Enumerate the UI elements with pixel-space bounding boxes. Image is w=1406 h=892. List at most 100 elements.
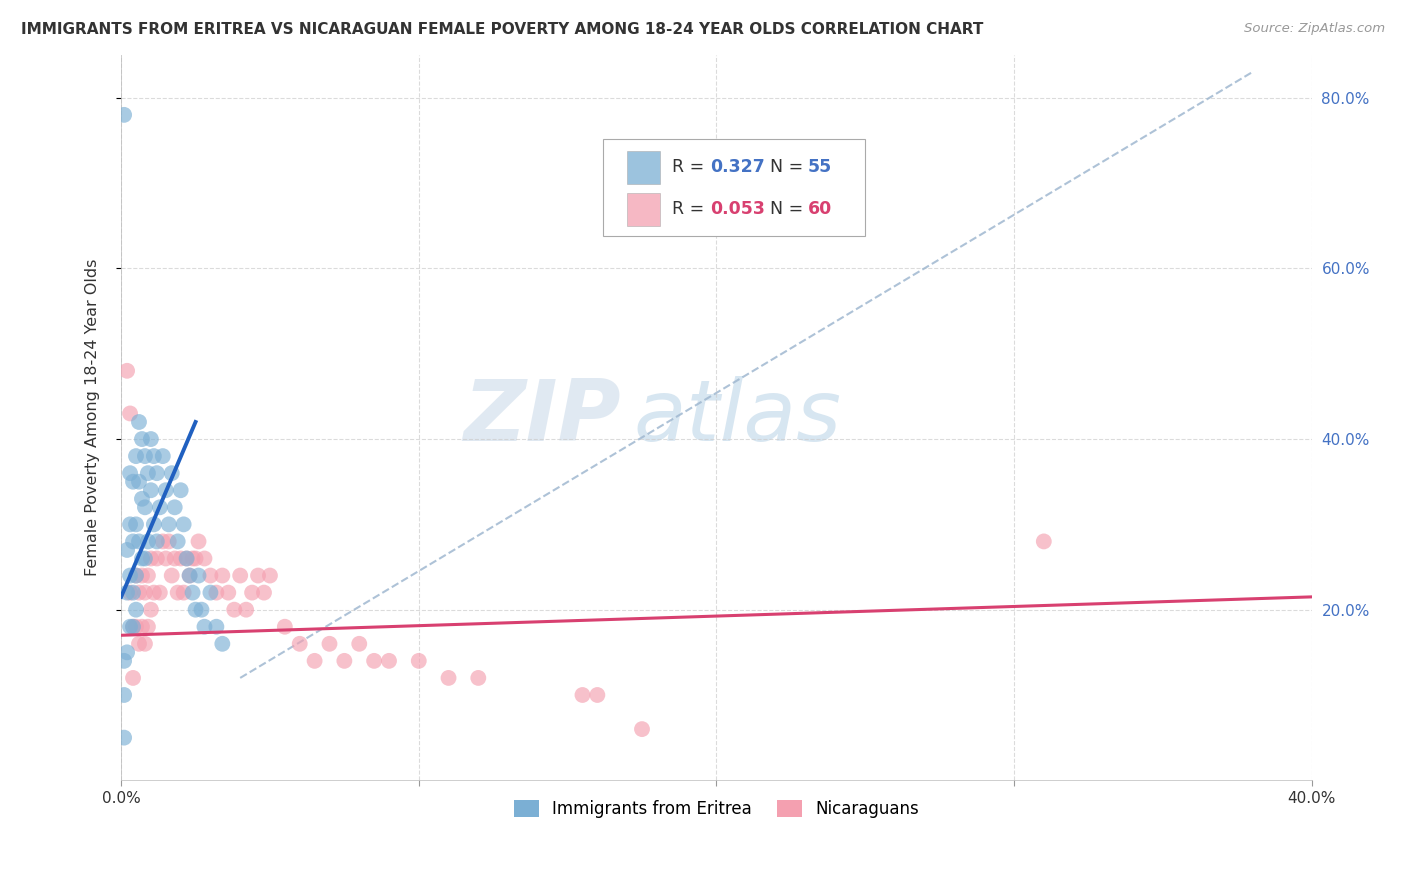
Point	[112, 108, 135, 122]
Point	[146, 466, 169, 480]
Text: 55: 55	[808, 158, 832, 177]
Point	[125, 620, 148, 634]
Point	[136, 568, 159, 582]
Point	[115, 543, 138, 558]
Point	[122, 671, 145, 685]
Point	[173, 517, 195, 532]
Point	[134, 500, 156, 515]
Point	[205, 585, 228, 599]
Point	[128, 475, 150, 489]
Point	[139, 551, 162, 566]
Point	[155, 551, 177, 566]
Point	[112, 688, 135, 702]
Point	[128, 585, 150, 599]
Point	[128, 415, 150, 429]
Point	[163, 500, 186, 515]
Point	[120, 585, 142, 599]
Point	[467, 671, 489, 685]
Point	[142, 449, 165, 463]
Point	[136, 534, 159, 549]
Point	[193, 551, 215, 566]
Point	[259, 568, 281, 582]
Point	[120, 517, 142, 532]
Point	[179, 568, 201, 582]
Text: 0.327: 0.327	[710, 158, 765, 177]
Text: atlas: atlas	[633, 376, 841, 459]
Text: R =: R =	[672, 158, 710, 177]
Point	[142, 585, 165, 599]
Point	[1032, 534, 1054, 549]
Legend: Immigrants from Eritrea, Nicaraguans: Immigrants from Eritrea, Nicaraguans	[506, 791, 928, 826]
Point	[134, 637, 156, 651]
Point	[139, 483, 162, 498]
Point	[125, 602, 148, 616]
Point	[247, 568, 270, 582]
Point	[139, 602, 162, 616]
Point	[131, 491, 153, 506]
Point	[152, 449, 174, 463]
Point	[142, 517, 165, 532]
Point	[288, 637, 311, 651]
Point	[136, 620, 159, 634]
Point	[131, 620, 153, 634]
Text: 60: 60	[808, 200, 832, 218]
Point	[169, 551, 191, 566]
Point	[134, 585, 156, 599]
Point	[378, 654, 401, 668]
Point	[115, 585, 138, 599]
Point	[176, 551, 198, 566]
Text: Source: ZipAtlas.com: Source: ZipAtlas.com	[1244, 22, 1385, 36]
Point	[187, 568, 209, 582]
Point	[160, 568, 183, 582]
Text: R =: R =	[672, 200, 710, 218]
Point	[149, 500, 172, 515]
Point	[134, 551, 156, 566]
Point	[586, 688, 609, 702]
Point	[163, 551, 186, 566]
Point	[318, 637, 340, 651]
Point	[224, 602, 246, 616]
Point	[157, 517, 180, 532]
Point	[363, 654, 385, 668]
Point	[134, 449, 156, 463]
Point	[112, 731, 135, 745]
Point	[146, 551, 169, 566]
Point	[155, 483, 177, 498]
Point	[229, 568, 252, 582]
Point	[166, 585, 188, 599]
Point	[176, 551, 198, 566]
Text: 0.053: 0.053	[710, 200, 765, 218]
Text: N =: N =	[770, 158, 808, 177]
Point	[408, 654, 430, 668]
Point	[122, 620, 145, 634]
Point	[139, 432, 162, 446]
Point	[160, 466, 183, 480]
Point	[253, 585, 276, 599]
Y-axis label: Female Poverty Among 18-24 Year Olds: Female Poverty Among 18-24 Year Olds	[86, 259, 100, 576]
FancyBboxPatch shape	[627, 193, 661, 226]
Point	[131, 551, 153, 566]
Point	[157, 534, 180, 549]
Point	[181, 585, 204, 599]
Point	[166, 534, 188, 549]
Point	[149, 585, 172, 599]
Point	[333, 654, 356, 668]
Point	[131, 432, 153, 446]
Point	[193, 620, 215, 634]
Point	[120, 407, 142, 421]
Point	[125, 517, 148, 532]
Point	[125, 568, 148, 582]
Point	[200, 585, 222, 599]
Point	[211, 637, 233, 651]
Point	[128, 637, 150, 651]
Point	[122, 620, 145, 634]
Point	[122, 475, 145, 489]
Point	[120, 466, 142, 480]
Point	[304, 654, 326, 668]
Point	[120, 568, 142, 582]
Point	[631, 722, 654, 736]
Point	[190, 602, 212, 616]
Point	[181, 551, 204, 566]
Point	[211, 568, 233, 582]
Point	[187, 534, 209, 549]
